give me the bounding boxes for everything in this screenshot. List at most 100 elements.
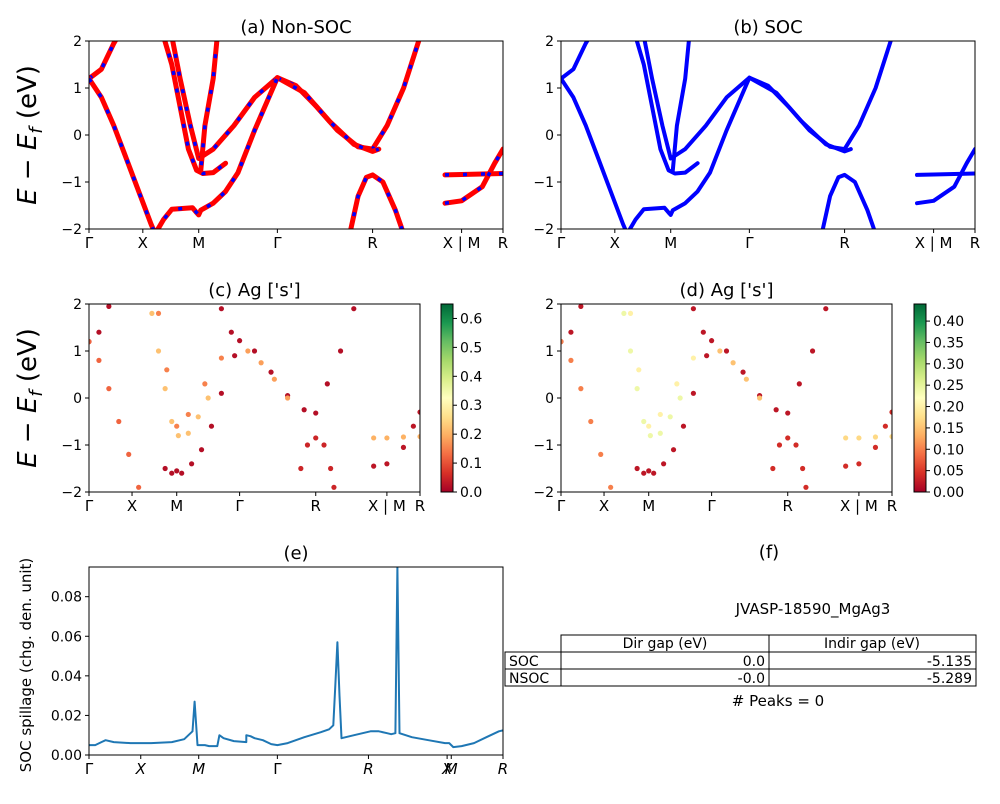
projected-band-point (856, 435, 862, 441)
projected-band-point (179, 470, 185, 476)
panel-title: (c) Ag ['s'] (208, 280, 300, 301)
projected-band-point (809, 348, 816, 354)
projected-band-point (872, 444, 879, 450)
projected-band-point (730, 360, 736, 366)
projected-band-point (251, 348, 258, 354)
projected-band-point (578, 304, 584, 309)
projected-band-point (185, 411, 191, 418)
y-axis-label: E − Ef (eV) (13, 328, 47, 468)
colorbar-tick-label: 0.3 (460, 398, 482, 414)
projected-band-point (803, 484, 809, 490)
projected-band-point (96, 357, 102, 363)
panel-f: (f) JVASP-18590_MgAg3 Dir gap (eV) Indir ga… (504, 542, 977, 710)
projected-band-point (634, 465, 640, 472)
projected-band-point (882, 423, 888, 429)
y-tick-label: 0.02 (51, 708, 82, 724)
x-tick-label: Γ (85, 760, 94, 778)
table-header: Indir gap (eV) (824, 636, 920, 652)
projected-band-point (384, 435, 390, 441)
projected-band-point (627, 310, 634, 316)
projected-band-point (371, 463, 377, 469)
projected-band-point (89, 339, 92, 345)
axes-frame (88, 40, 504, 230)
projected-band-point (202, 381, 208, 387)
projected-band-point (634, 386, 640, 392)
projected-band-point (578, 386, 584, 392)
projected-band-point (371, 435, 377, 441)
projected-band-point (657, 430, 663, 436)
projected-band-point (776, 442, 783, 448)
projected-band-point (205, 395, 211, 401)
projected-band-point (796, 381, 802, 387)
projected-band-point (195, 414, 201, 420)
colorbar-tick-label: 0.10 (933, 442, 964, 458)
projected-band-point (331, 484, 337, 490)
plot-area (89, 567, 503, 749)
y-axis-label: E − Ef (eV) (13, 65, 47, 205)
band-line-nsoc (274, 75, 382, 154)
y-tick-label: −1 (61, 438, 82, 454)
axes-frame (560, 303, 893, 493)
table-cell-dir-gap: -0.0 (738, 671, 765, 687)
band-line-soc-overlay (199, 41, 219, 171)
projected-band-point (164, 367, 170, 373)
projected-band-point (657, 411, 663, 418)
projected-band-point (627, 348, 634, 354)
y-tick-label: 0 (545, 391, 554, 407)
y-axis-label-part: (eV) (13, 328, 43, 390)
projected-band-point (417, 433, 420, 440)
panel-d: (d) Ag ['s']210−1−2Γ X M Γ R X | M R0.400.350.… (533, 280, 964, 515)
band-line-soc (915, 171, 975, 177)
projected-band-point (208, 423, 215, 429)
y-axis-label-part: (eV) (13, 65, 43, 127)
x-tick-label: R (311, 497, 321, 515)
band-line-nsoc (442, 171, 503, 178)
band-line-soc (634, 41, 700, 176)
table-row-label: SOC (509, 654, 539, 670)
projected-band-point (218, 390, 224, 396)
projected-band-point (174, 423, 180, 429)
y-tick-label: 0.06 (51, 629, 82, 645)
projected-band-point (740, 369, 746, 375)
colorbar-tick-label: 0.6 (460, 311, 482, 327)
band-line-soc (820, 172, 877, 229)
projected-band-point (258, 360, 264, 366)
y-axis-label-part: E − E (13, 396, 43, 468)
projected-band-point (661, 461, 667, 467)
y-tick-label: 1 (545, 344, 554, 360)
projected-band-point (889, 433, 892, 440)
y-tick-label: 2 (545, 297, 554, 313)
panel-title: (d) Ag ['s'] (680, 280, 774, 301)
projected-band-point (169, 470, 175, 476)
x-tick-label: R (363, 760, 373, 778)
colorbar-tick-label: 0.2 (460, 427, 482, 443)
y-tick-label: 1 (73, 344, 82, 360)
table-cell-indir-gap: -5.135 (927, 654, 972, 670)
x-tick-label: R (498, 760, 508, 778)
projected-band-point (198, 447, 205, 453)
y-tick-label: 2 (545, 34, 554, 50)
projected-band-point (313, 435, 319, 441)
x-tick-label: X | M (368, 497, 406, 515)
projected-band-point (889, 409, 892, 415)
projected-band-point (126, 451, 132, 457)
y-tick-label: 2 (73, 297, 82, 313)
x-tick-label: M (445, 760, 458, 778)
x-tick-label: M (192, 234, 205, 252)
colorbar: 0.6 0.5 0.4 0.3 0.2 0.1 0.0 (440, 303, 482, 501)
band-line-soc-overlay (163, 41, 227, 176)
projected-band-point (162, 465, 168, 472)
y-tick-label: 0.04 (51, 669, 82, 685)
colorbar-tick-label: 0.30 (933, 357, 964, 373)
projected-band-point (313, 410, 319, 416)
projected-band-point (793, 442, 799, 448)
table-cell (560, 651, 770, 670)
band-line-soc (561, 76, 628, 229)
projected-band-point (106, 386, 112, 392)
x-tick-label: Γ (85, 497, 94, 515)
y-tick-label: 0.00 (51, 748, 82, 764)
y-tick-label: −1 (533, 438, 554, 454)
